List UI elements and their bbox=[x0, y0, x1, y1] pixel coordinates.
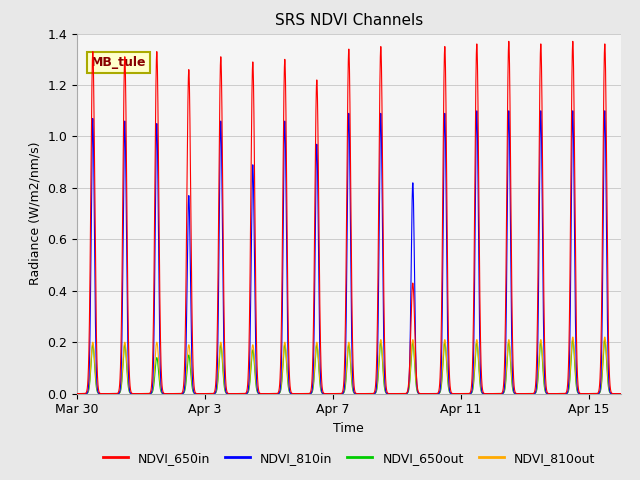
X-axis label: Time: Time bbox=[333, 422, 364, 435]
Text: MB_tule: MB_tule bbox=[90, 56, 146, 69]
Y-axis label: Radiance (W/m2/nm/s): Radiance (W/m2/nm/s) bbox=[29, 142, 42, 285]
Title: SRS NDVI Channels: SRS NDVI Channels bbox=[275, 13, 423, 28]
Legend: NDVI_650in, NDVI_810in, NDVI_650out, NDVI_810out: NDVI_650in, NDVI_810in, NDVI_650out, NDV… bbox=[97, 447, 600, 469]
